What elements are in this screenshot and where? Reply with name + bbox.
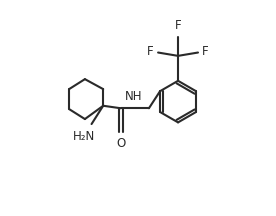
Text: F: F: [202, 45, 209, 58]
Text: F: F: [147, 45, 154, 58]
Text: NH: NH: [125, 90, 143, 103]
Text: F: F: [175, 19, 181, 32]
Text: O: O: [116, 137, 125, 150]
Text: H₂N: H₂N: [73, 130, 95, 143]
